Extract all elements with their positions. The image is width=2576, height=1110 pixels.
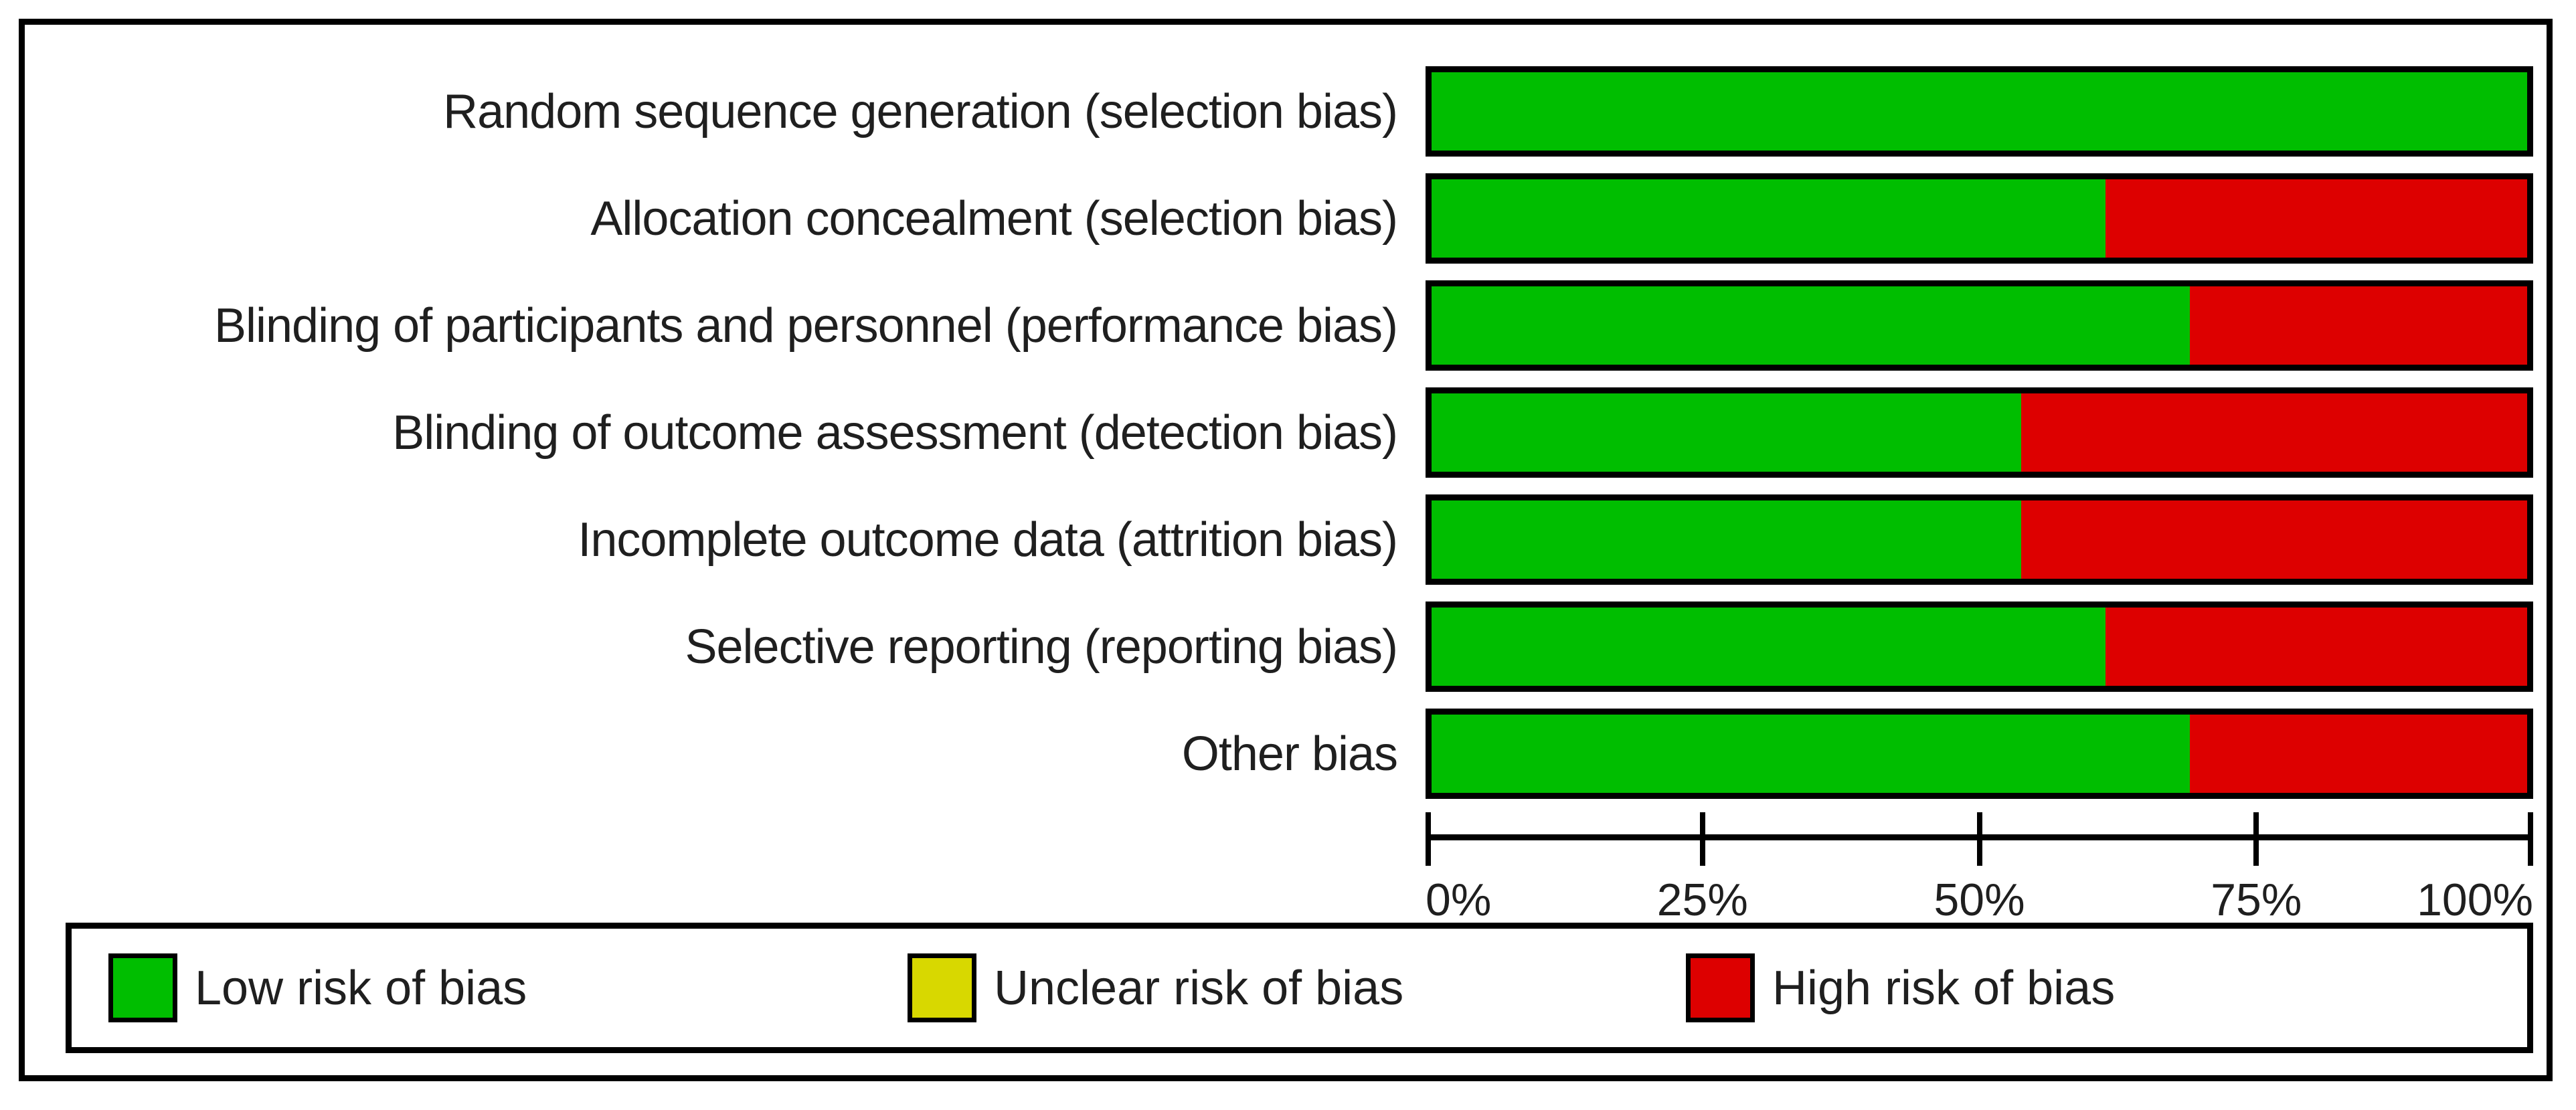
x-axis-tick-label-25: 25%: [1656, 874, 1748, 925]
chart-row-allocation-concealment-selection-bias: Allocation concealment (selection bias): [25, 173, 2547, 264]
risk-of-bias-figure: Random sequence generation (selection bi…: [19, 19, 2553, 1081]
legend-label: Unclear risk of bias: [994, 961, 1404, 1015]
bar-track: [1426, 66, 2533, 157]
bar-track: [1426, 280, 2533, 371]
bar-track: [1426, 494, 2533, 585]
bar-track: [1426, 709, 2533, 799]
bar-segment-high-risk-of-bias: [2021, 500, 2527, 579]
category-label: Selective reporting (reporting bias): [685, 620, 1398, 674]
legend-swatch-high-risk-of-bias: [1686, 953, 1755, 1022]
legend-item-high-risk-of-bias: High risk of bias: [1686, 929, 2115, 1047]
x-axis-tick-label-50: 50%: [1934, 874, 2025, 925]
chart-row-blinding-of-outcome-assessment-detection-bias: Blinding of outcome assessment (detectio…: [25, 387, 2547, 478]
bar-segment-low-risk-of-bias: [1432, 715, 2190, 793]
x-axis: 0% 25% 50% 75% 100%: [1426, 812, 2533, 946]
legend-label: Low risk of bias: [195, 961, 527, 1015]
category-label: Blinding of outcome assessment (detectio…: [392, 405, 1398, 460]
chart-row-incomplete-outcome-data-attrition-bias: Incomplete outcome data (attrition bias): [25, 494, 2547, 585]
legend-swatch-unclear-risk-of-bias: [908, 953, 976, 1022]
x-axis-tick-label-0: 0%: [1426, 874, 1492, 925]
chart-row-random-sequence-generation-selection-bias: Random sequence generation (selection bi…: [25, 66, 2547, 157]
bar-segment-low-risk-of-bias: [1432, 286, 2190, 365]
bar-track: [1426, 387, 2533, 478]
x-axis-tick-75: [2253, 812, 2259, 866]
legend-item-low-risk-of-bias: Low risk of bias: [108, 929, 527, 1047]
chart-row-selective-reporting-reporting-bias: Selective reporting (reporting bias): [25, 602, 2547, 692]
bar-segment-low-risk-of-bias: [1432, 393, 2021, 472]
bar-segment-low-risk-of-bias: [1432, 608, 2106, 686]
bar-segment-high-risk-of-bias: [2189, 286, 2527, 365]
bar-segment-low-risk-of-bias: [1432, 72, 2527, 151]
bar-segment-low-risk-of-bias: [1432, 179, 2106, 258]
category-label: Allocation concealment (selection bias): [590, 191, 1398, 246]
legend-label: High risk of bias: [1772, 961, 2116, 1015]
x-axis-tick-50: [1976, 812, 1982, 866]
bar-track: [1426, 602, 2533, 692]
category-label: Other bias: [1181, 727, 1398, 781]
bar-segment-high-risk-of-bias: [2105, 179, 2527, 258]
x-axis-tick-25: [1699, 812, 1705, 866]
x-axis-tick-100: [2528, 812, 2533, 866]
chart-rows: Random sequence generation (selection bi…: [25, 66, 2547, 816]
bar-segment-high-risk-of-bias: [2105, 608, 2527, 686]
category-label: Incomplete outcome data (attrition bias): [578, 513, 1398, 567]
chart-row-blinding-of-participants-and-personnel-performance-bias: Blinding of participants and personnel (…: [25, 280, 2547, 371]
legend: Low risk of bias Unclear risk of bias High…: [66, 923, 2533, 1053]
bar-segment-low-risk-of-bias: [1432, 500, 2021, 579]
category-label: Blinding of participants and personnel (…: [213, 298, 1398, 353]
x-axis-tick-0: [1426, 812, 1431, 866]
x-axis-tick-label-100: 100%: [2417, 874, 2533, 925]
legend-swatch-low-risk-of-bias: [108, 953, 177, 1022]
legend-item-unclear-risk-of-bias: Unclear risk of bias: [908, 929, 1403, 1047]
category-label: Random sequence generation (selection bi…: [443, 84, 1398, 138]
x-axis-tick-label-75: 75%: [2211, 874, 2302, 925]
bar-track: [1426, 173, 2533, 264]
bar-segment-high-risk-of-bias: [2021, 393, 2527, 472]
bar-segment-high-risk-of-bias: [2189, 715, 2527, 793]
chart-row-other-bias: Other bias: [25, 709, 2547, 799]
